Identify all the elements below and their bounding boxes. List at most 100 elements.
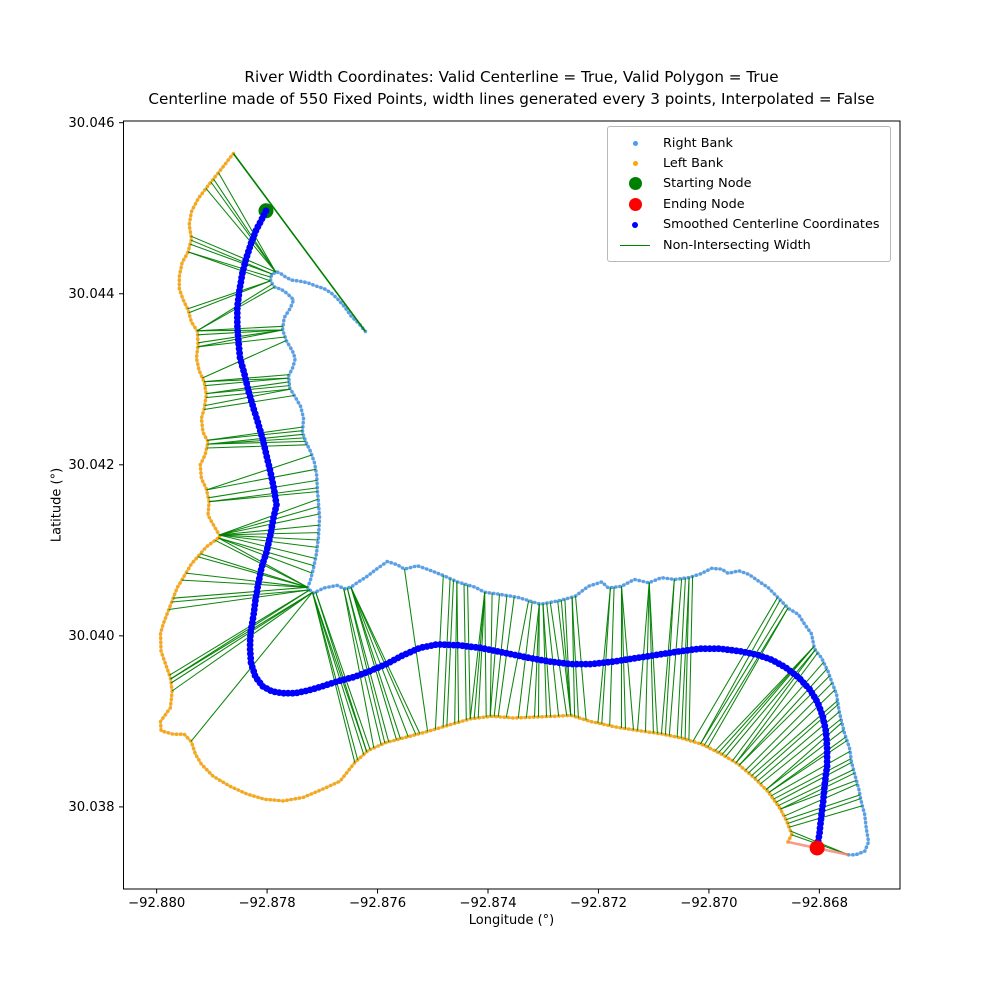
left-bank-dot (770, 795, 774, 800)
legend-label: Left Bank (663, 156, 724, 172)
left-bank-dot (211, 523, 216, 527)
left-bank-dot (536, 715, 540, 719)
right-bank-dot (824, 665, 828, 670)
right-bank-dot (863, 816, 867, 821)
right-bank-dot (281, 323, 286, 327)
left-bank-dot (177, 286, 182, 291)
left-bank-dot (177, 274, 182, 278)
right-bank-dot (528, 599, 533, 604)
left-bank-dot (199, 419, 204, 423)
left-bank-dot (527, 715, 532, 720)
left-bank-dot (188, 314, 192, 318)
width-line (735, 652, 819, 764)
right-bank-dot (673, 577, 678, 582)
right-bank-dot (306, 445, 311, 449)
width-line (725, 649, 816, 757)
width-line (219, 498, 319, 536)
left-bank-dot (715, 750, 720, 754)
left-bank-dot (177, 278, 182, 283)
left-bank-dot (172, 592, 177, 597)
right-bank-dot (331, 584, 335, 588)
legend-dot-marker (616, 221, 654, 228)
left-bank-dot (643, 729, 648, 734)
left-bank-dot (210, 773, 215, 778)
left-bank-dot (199, 374, 204, 379)
right-bank-dot (820, 658, 825, 662)
left-bank-dot (481, 715, 486, 720)
left-bank-dot (209, 519, 214, 523)
left-bank-dot (209, 541, 213, 546)
width-line (497, 596, 515, 717)
right-bank-dot (298, 404, 303, 409)
left-bank-dot (719, 752, 724, 756)
left-bank-dot (200, 191, 205, 196)
right-bank-dot (587, 584, 591, 588)
legend-entry: Smoothed Centerline Coordinates (616, 215, 880, 235)
right-bank-dot (279, 272, 284, 276)
right-bank-dot (772, 592, 777, 596)
chart-title-line2: Centerline made of 550 Fixed Points, wid… (148, 90, 875, 108)
right-bank-dot (669, 577, 674, 581)
right-bank-dot (698, 572, 703, 576)
legend-entry: Starting Node (616, 174, 880, 194)
width-line (219, 505, 319, 536)
right-bank-dot (800, 617, 804, 622)
left-bank-dot (350, 764, 354, 769)
width-line (732, 649, 816, 762)
width-line (350, 586, 401, 739)
right-bank-dot (752, 576, 757, 581)
right-bank-dot (846, 742, 851, 747)
width-line (209, 487, 318, 503)
right-bank-dot (316, 540, 320, 545)
width-line (597, 587, 611, 724)
left-bank-dot (436, 726, 441, 730)
axes-frame (123, 120, 901, 890)
right-bank-dot (622, 583, 626, 587)
left-bank-dot (193, 325, 197, 330)
left-bank-dot (614, 725, 619, 729)
right-bank-dot (602, 582, 607, 587)
right-bank-dot (745, 572, 750, 576)
right-bank-dot (428, 568, 433, 573)
right-bank-dot (637, 578, 641, 583)
right-bank-dot (314, 473, 319, 477)
x-axis-label: Longitude (°) (468, 913, 555, 928)
left-bank-dot (248, 793, 252, 797)
right-bank-dot (468, 583, 472, 588)
width-line (190, 235, 276, 273)
right-bank-dot (472, 585, 476, 589)
width-line (197, 336, 286, 348)
right-bank-dot (625, 581, 630, 585)
left-bank-dot (168, 706, 173, 710)
left-bank-dot (189, 213, 193, 218)
right-bank-dot (487, 591, 492, 595)
right-bank-dot (275, 270, 280, 275)
right-bank-dot (694, 573, 699, 577)
right-bank-dot (848, 750, 852, 755)
right-bank-dot (733, 569, 738, 574)
right-bank-dot (649, 580, 654, 584)
left-bank-dot (185, 306, 189, 310)
width-line (489, 594, 501, 717)
left-bank-dot (750, 774, 754, 778)
legend-entry: Right Bank (616, 133, 880, 153)
left-bank-dot (240, 790, 244, 794)
right-bank-dot (553, 599, 558, 604)
left-bank-dot (256, 795, 260, 800)
right-bank-dot (614, 585, 618, 589)
right-bank-dot (291, 350, 295, 354)
right-bank-dot (784, 604, 788, 608)
left-bank-dot (194, 556, 198, 561)
right-bank-dot (291, 300, 295, 304)
left-bank-dot (704, 744, 709, 749)
width-line (311, 592, 365, 755)
left-bank-dot (191, 205, 196, 210)
left-bank-dot (606, 723, 610, 728)
right-bank-dot (312, 460, 317, 465)
width-line (721, 646, 815, 755)
left-bank-dot (788, 836, 792, 840)
right-bank-dot (397, 564, 401, 568)
right-bank-dots (268, 270, 870, 857)
right-bank-dot (286, 342, 291, 347)
centerline-dots (233, 207, 831, 850)
